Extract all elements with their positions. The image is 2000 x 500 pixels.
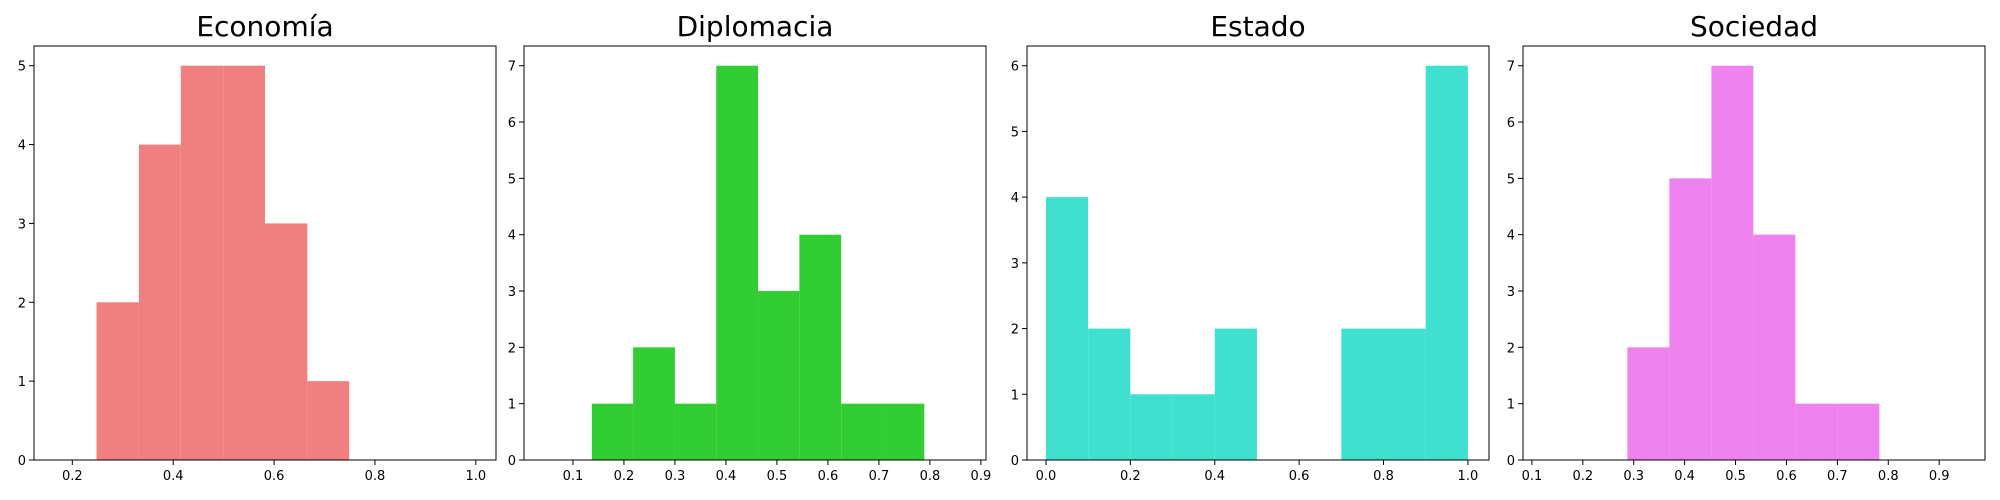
x-tick-label: 0.8 <box>920 469 941 484</box>
y-tick-label: 5 <box>18 60 26 75</box>
y-tick-label: 1 <box>1011 388 1019 403</box>
bar <box>1130 394 1173 460</box>
x-tick-label: 0.6 <box>818 469 839 484</box>
bar <box>1214 328 1257 460</box>
x-tick-label: 0.6 <box>264 469 285 484</box>
y-tick-label: 2 <box>508 341 516 356</box>
x-tick-label: 0.8 <box>1373 469 1394 484</box>
y-tick-label: 6 <box>1507 116 1515 131</box>
y-tick-label: 3 <box>1507 285 1515 300</box>
bar <box>674 403 717 460</box>
bar <box>223 65 265 460</box>
y-tick-label: 5 <box>1507 172 1515 187</box>
y-tick-label: 4 <box>1507 229 1515 244</box>
x-tick-label: 0.8 <box>365 469 386 484</box>
x-tick-label: 0.6 <box>1289 469 1310 484</box>
y-tick-label: 4 <box>1011 191 1019 206</box>
x-tick-label: 0.2 <box>614 469 635 484</box>
bar <box>591 403 634 460</box>
y-tick-label: 1 <box>508 398 516 413</box>
bar <box>716 65 759 460</box>
y-tick-label: 0 <box>508 454 516 469</box>
x-tick-label: 0.8 <box>1878 469 1899 484</box>
x-tick-label: 0.0 <box>1036 469 1057 484</box>
bar <box>1088 328 1131 460</box>
chart-title: Diplomacia <box>677 10 834 43</box>
y-tick-label: 3 <box>508 285 516 300</box>
x-tick-label: 0.1 <box>563 469 584 484</box>
bar <box>1669 178 1712 460</box>
y-tick-label: 7 <box>1507 60 1515 75</box>
bar <box>799 234 842 460</box>
x-tick-label: 0.6 <box>1776 469 1797 484</box>
chart-title: Estado <box>1210 10 1305 43</box>
y-tick-label: 0 <box>1507 454 1515 469</box>
x-tick-label: 0.4 <box>163 469 184 484</box>
chart-title: Sociedad <box>1690 10 1818 43</box>
y-tick-label: 0 <box>18 454 26 469</box>
bar <box>633 347 675 460</box>
bar <box>96 302 139 460</box>
bar <box>180 65 224 460</box>
x-tick-label: 0.3 <box>1623 469 1644 484</box>
y-tick-label: 4 <box>18 139 26 154</box>
y-tick-label: 6 <box>508 116 516 131</box>
bar <box>1837 403 1880 460</box>
y-tick-label: 3 <box>18 217 26 232</box>
bar <box>1627 347 1670 460</box>
y-tick-label: 1 <box>18 375 26 390</box>
y-tick-label: 2 <box>1507 341 1515 356</box>
x-tick-label: 0.4 <box>1674 469 1695 484</box>
y-tick-label: 1 <box>1507 398 1515 413</box>
x-tick-label: 0.7 <box>1827 469 1848 484</box>
x-tick-label: 0.2 <box>1120 469 1141 484</box>
x-tick-label: 0.5 <box>1725 469 1746 484</box>
y-tick-label: 2 <box>18 296 26 311</box>
x-tick-label: 1.0 <box>1458 469 1479 484</box>
bar <box>1172 394 1215 460</box>
x-tick-label: 0.9 <box>1929 469 1950 484</box>
axes-frame <box>33 45 497 461</box>
x-tick-label: 0.1 <box>1522 469 1543 484</box>
bar <box>882 403 925 460</box>
x-tick-label: 0.4 <box>716 469 737 484</box>
axes-frame <box>1522 45 1986 461</box>
y-tick-label: 2 <box>1011 323 1019 338</box>
bar <box>265 223 308 460</box>
chart-title: Economía <box>196 10 333 43</box>
x-tick-label: 0.3 <box>665 469 686 484</box>
y-tick-label: 5 <box>508 172 516 187</box>
bar <box>1383 328 1426 460</box>
bar <box>1795 403 1838 460</box>
bar <box>1753 234 1796 460</box>
x-tick-label: 0.7 <box>869 469 890 484</box>
x-tick-label: 0.5 <box>767 469 788 484</box>
y-tick-label: 0 <box>1011 454 1019 469</box>
y-tick-label: 4 <box>508 229 516 244</box>
x-tick-label: 1.0 <box>465 469 486 484</box>
bar <box>138 144 181 461</box>
x-tick-label: 0.2 <box>62 469 83 484</box>
x-tick-label: 0.2 <box>1572 469 1593 484</box>
bar <box>1425 65 1468 460</box>
axes-frame <box>1026 45 1490 461</box>
y-tick-label: 7 <box>508 60 516 75</box>
bar <box>758 291 800 460</box>
x-tick-label: 0.9 <box>971 469 992 484</box>
bar <box>841 403 883 460</box>
bar <box>1045 197 1089 460</box>
bar <box>1341 328 1384 460</box>
y-tick-label: 5 <box>1011 125 1019 140</box>
bar <box>307 381 350 460</box>
bar <box>1711 65 1754 460</box>
y-tick-label: 3 <box>1011 257 1019 272</box>
axes-frame <box>523 45 987 461</box>
x-tick-label: 0.4 <box>1204 469 1225 484</box>
y-tick-label: 6 <box>1011 60 1019 75</box>
